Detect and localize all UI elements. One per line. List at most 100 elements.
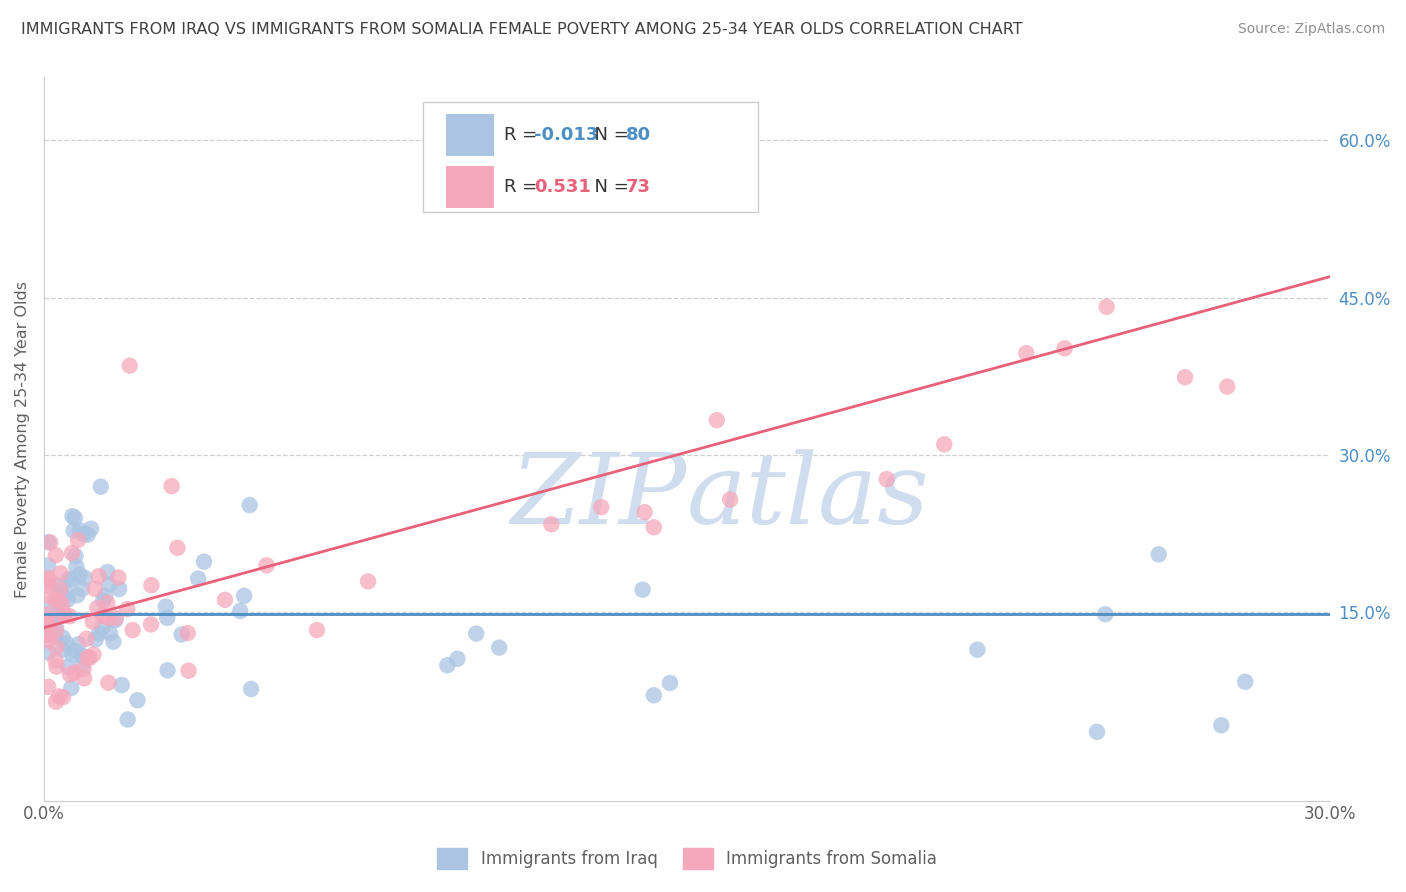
Point [94,589,117,603]
Point [706,413,728,427]
Point [233,589,256,603]
Point [111,678,134,692]
Point [51,597,73,611]
Point [52,690,75,705]
Point [37,574,59,588]
Point [357,574,380,589]
Point [66,588,89,602]
Point [966,642,988,657]
Point [37,578,59,592]
Point [187,572,209,586]
Point [1085,724,1108,739]
Point [45,659,67,673]
Point [82,615,104,629]
Point [60,681,83,695]
Point [91,593,114,607]
Point [65,549,87,563]
Point [1015,346,1038,360]
Point [91,608,114,623]
Point [45,630,67,644]
Point [1053,341,1076,355]
Point [96,565,118,579]
Point [177,626,200,640]
Point [139,617,162,632]
Point [86,601,108,615]
Point [643,520,665,534]
Point [37,617,59,632]
Point [83,582,105,596]
Point [37,602,59,616]
Point [1216,379,1239,393]
Point [58,572,80,586]
Point [39,614,62,628]
Point [97,611,120,625]
Text: R =: R = [503,126,543,144]
Point [44,592,66,607]
Point [37,627,59,641]
Point [62,509,84,524]
Point [37,607,59,622]
Text: ZIP: ZIP [510,450,688,544]
Point [45,621,67,635]
Point [37,680,59,694]
Point [37,633,59,648]
Point [49,591,72,605]
Point [39,535,62,549]
Point [49,582,72,597]
Point [643,688,665,702]
Text: atlas: atlas [688,450,929,544]
Point [49,600,72,615]
Point [37,558,59,573]
Point [45,548,67,562]
Point [63,665,86,680]
Text: 0.531: 0.531 [534,178,591,196]
Point [65,559,87,574]
Point [62,524,84,538]
Text: Source: ZipAtlas.com: Source: ZipAtlas.com [1237,22,1385,37]
Point [55,636,77,650]
Legend: Immigrants from Iraq, Immigrants from Somalia: Immigrants from Iraq, Immigrants from So… [430,842,943,875]
Point [52,631,75,645]
Point [76,527,98,541]
Point [256,558,278,573]
Point [104,611,127,625]
Point [79,650,101,665]
Point [166,541,188,555]
Point [97,675,120,690]
Point [127,693,149,707]
Point [73,662,96,676]
Point [214,592,236,607]
Point [446,652,468,666]
Point [141,578,163,592]
Point [718,492,741,507]
Point [46,578,69,592]
Point [66,533,89,547]
Point [48,690,70,704]
Point [51,586,73,600]
Point [73,671,96,685]
Point [37,645,59,659]
Text: 73: 73 [626,178,651,196]
Point [591,500,613,515]
Point [63,511,86,525]
Point [239,498,262,512]
Point [49,566,72,581]
Point [1095,300,1118,314]
Point [37,615,59,630]
Point [155,599,177,614]
Point [45,640,67,655]
Point [540,517,562,532]
Point [1174,370,1197,384]
Text: N =: N = [582,178,634,196]
Point [63,644,86,658]
Point [631,582,654,597]
Point [98,626,121,640]
Point [876,472,898,486]
Point [1211,718,1233,732]
Point [117,713,139,727]
Point [37,628,59,642]
Point [98,577,121,591]
Text: N =: N = [582,126,634,144]
Point [60,647,83,661]
Point [37,571,59,585]
